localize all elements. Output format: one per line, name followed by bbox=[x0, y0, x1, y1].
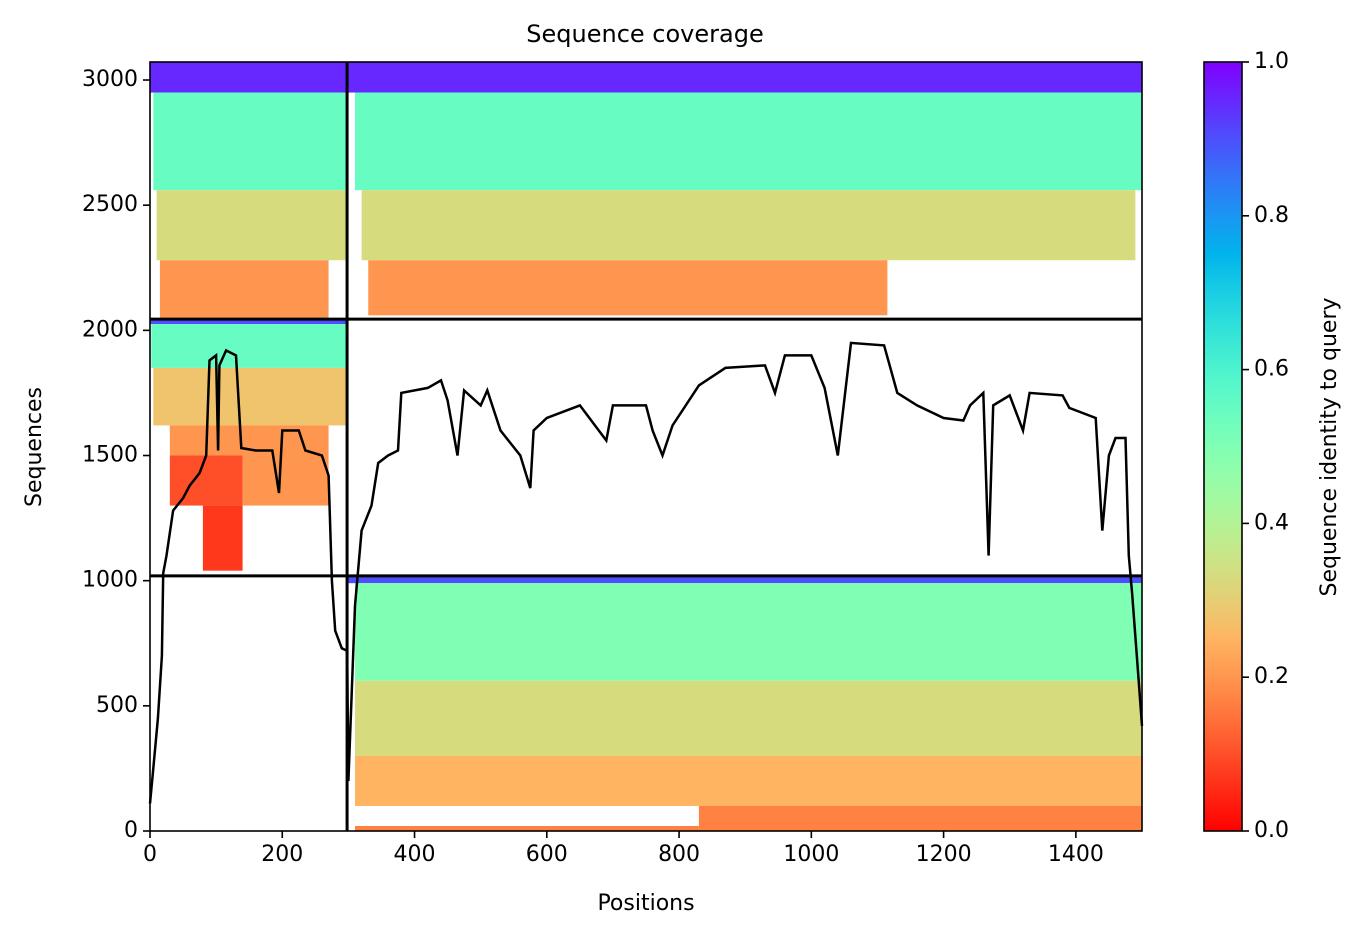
y-tick-label: 3000 bbox=[82, 67, 138, 92]
coverage-block bbox=[202, 505, 243, 571]
colorbar-tick-label: 0.2 bbox=[1254, 664, 1289, 689]
y-tick-label: 1000 bbox=[82, 568, 138, 593]
coverage-block bbox=[368, 260, 888, 316]
y-tick-label: 2000 bbox=[82, 317, 138, 342]
coverage-block bbox=[348, 575, 1142, 584]
colorbar-label: Sequence identity to query bbox=[1317, 297, 1342, 596]
x-tick-label: 1200 bbox=[916, 842, 972, 867]
colorbar-tick-label: 1.0 bbox=[1254, 49, 1289, 74]
y-tick-label: 2500 bbox=[82, 192, 138, 217]
x-tick-label: 800 bbox=[658, 842, 700, 867]
x-tick-label: 400 bbox=[394, 842, 436, 867]
coverage-block bbox=[355, 825, 699, 831]
coverage-block bbox=[355, 755, 1143, 806]
coverage-block bbox=[355, 680, 1143, 756]
coverage-block bbox=[150, 62, 348, 93]
y-tick-label: 0 bbox=[124, 818, 138, 843]
coverage-line bbox=[148, 341, 1144, 804]
coverage-block bbox=[169, 455, 243, 506]
coverage-block bbox=[698, 805, 1142, 831]
chart-title: Sequence coverage bbox=[526, 20, 763, 48]
coverage-block bbox=[355, 583, 1143, 681]
coverage-block bbox=[348, 62, 1142, 93]
coverage-block bbox=[150, 319, 348, 325]
x-tick-label: 0 bbox=[143, 842, 157, 867]
coverage-block bbox=[361, 190, 1136, 261]
y-tick-label: 1500 bbox=[82, 443, 138, 468]
y-axis-label: Sequences bbox=[22, 387, 47, 507]
x-tick-label: 1400 bbox=[1048, 842, 1104, 867]
coverage-block bbox=[156, 190, 348, 261]
colorbar-tick-label: 0.0 bbox=[1254, 818, 1289, 843]
plot-frame bbox=[149, 61, 1143, 832]
coverage-block bbox=[153, 367, 348, 426]
colorbar-tick-label: 0.4 bbox=[1254, 510, 1289, 535]
x-tick-label: 600 bbox=[526, 842, 568, 867]
x-axis-label: Positions bbox=[597, 891, 694, 916]
coverage-block bbox=[151, 324, 348, 368]
coverage-block bbox=[159, 260, 329, 318]
colorbar-tick-label: 0.8 bbox=[1254, 203, 1289, 228]
coverage-block bbox=[355, 92, 1143, 191]
x-tick-label: 200 bbox=[261, 842, 303, 867]
y-tick-label: 500 bbox=[96, 693, 138, 718]
coverage-block bbox=[242, 455, 329, 506]
colorbar bbox=[1203, 61, 1243, 832]
x-tick-label: 1000 bbox=[783, 842, 839, 867]
coverage-block bbox=[153, 92, 348, 191]
colorbar-tick-label: 0.6 bbox=[1254, 357, 1289, 382]
